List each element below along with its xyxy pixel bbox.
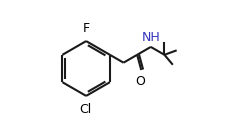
Text: Cl: Cl [79, 103, 92, 116]
Text: NH: NH [142, 32, 160, 44]
Text: O: O [135, 75, 145, 88]
Text: F: F [83, 22, 90, 35]
